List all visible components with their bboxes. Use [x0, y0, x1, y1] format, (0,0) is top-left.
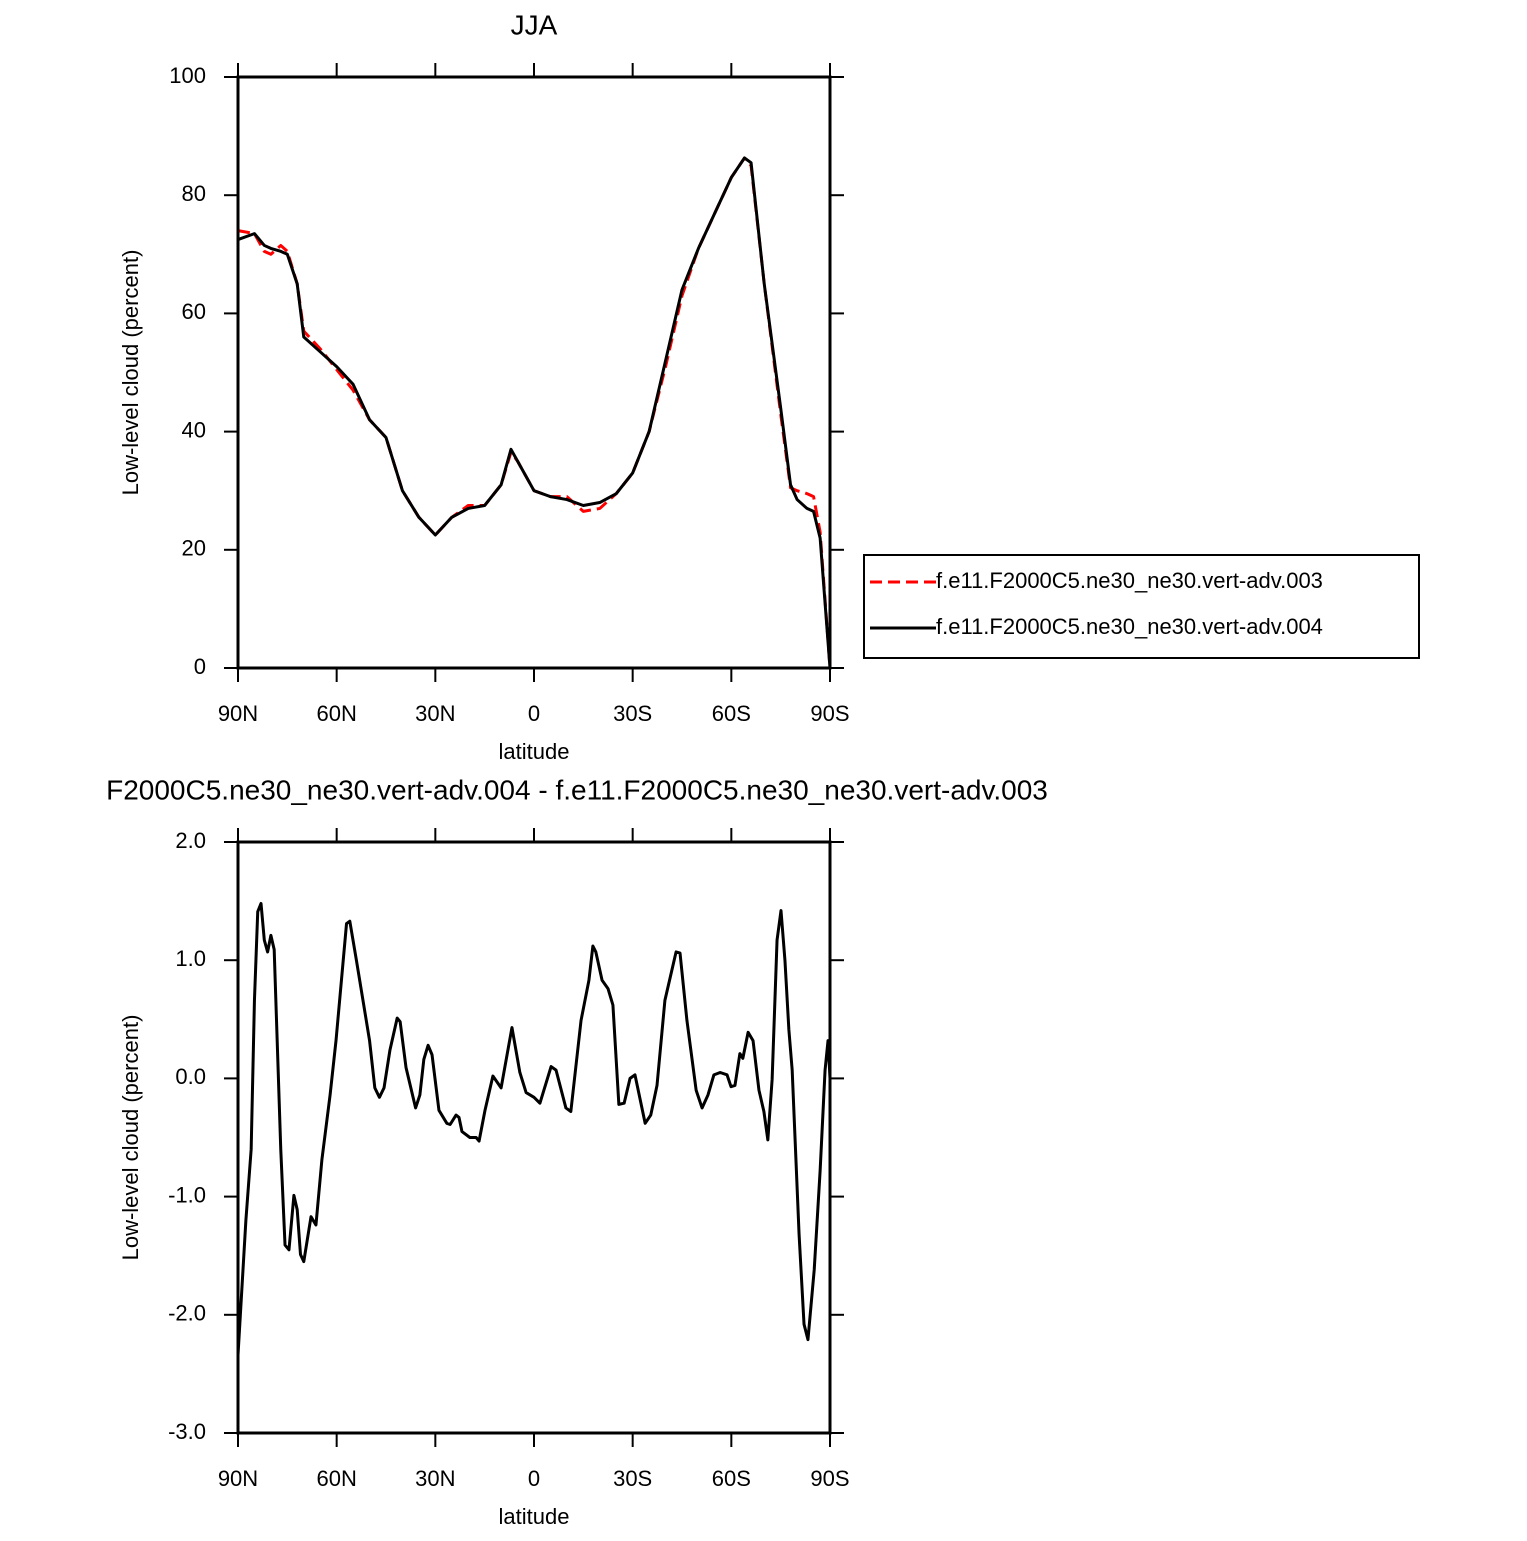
y-tick-label: 0 [194, 654, 206, 679]
panel: JJA latitude Low-level cloud (percent) 0 20 4… [118, 9, 1420, 764]
x-tick-label: 60N [316, 1466, 356, 1491]
x-tick-label: 90N [218, 1466, 258, 1491]
x-tick-label: 90S [810, 701, 849, 726]
y-tick-label: -3.0 [168, 1419, 206, 1444]
x-axis-label: latitude [499, 739, 570, 764]
y-axis-label: Low-level cloud (percent) [118, 1015, 143, 1261]
x-tick-label: 30S [613, 701, 652, 726]
chart-title: F2000C5.ne30_ne30.vert-adv.004 - f.e11.F… [106, 774, 1048, 805]
plot-frame [236, 840, 832, 1435]
y-tick-label: 20 [182, 536, 206, 561]
y-tick-label: 0.0 [175, 1064, 206, 1089]
y-tick-label: 80 [182, 181, 206, 206]
y-tick-label: -1.0 [168, 1182, 206, 1207]
chart-title: JJA [511, 9, 558, 40]
data-line [237, 156, 832, 669]
y-tick-label: 60 [182, 299, 206, 324]
y-tick-label: 40 [182, 417, 206, 442]
y-axis-label: Low-level cloud (percent) [118, 250, 143, 496]
x-tick-label: 90S [810, 1466, 849, 1491]
x-tick-label: 30S [613, 1466, 652, 1491]
x-tick-label: 0 [528, 1466, 540, 1491]
legend-box [863, 554, 1420, 659]
x-tick-label: 0 [528, 701, 540, 726]
x-tick-label: 60S [712, 1466, 751, 1491]
x-tick-label: 30N [415, 701, 455, 726]
data-line [237, 156, 832, 669]
panel: F2000C5.ne30_ne30.vert-adv.004 - f.e11.F… [106, 774, 1048, 1528]
x-tick-label: 60S [712, 701, 751, 726]
x-axis-label: latitude [499, 1504, 570, 1529]
y-tick-label: 1.0 [175, 946, 206, 971]
y-tick-label: 100 [169, 63, 206, 88]
legend-label: f.e11.F2000C5.ne30_ne30.vert-adv.004 [936, 614, 1323, 639]
y-tick-label: -2.0 [168, 1301, 206, 1326]
x-tick-label: 90N [218, 701, 258, 726]
plot-frame [236, 75, 832, 670]
data-line [236, 901, 832, 1356]
y-tick-label: 2.0 [175, 828, 206, 853]
x-tick-label: 30N [415, 1466, 455, 1491]
x-tick-label: 60N [316, 701, 356, 726]
legend-label: f.e11.F2000C5.ne30_ne30.vert-adv.003 [936, 568, 1323, 593]
